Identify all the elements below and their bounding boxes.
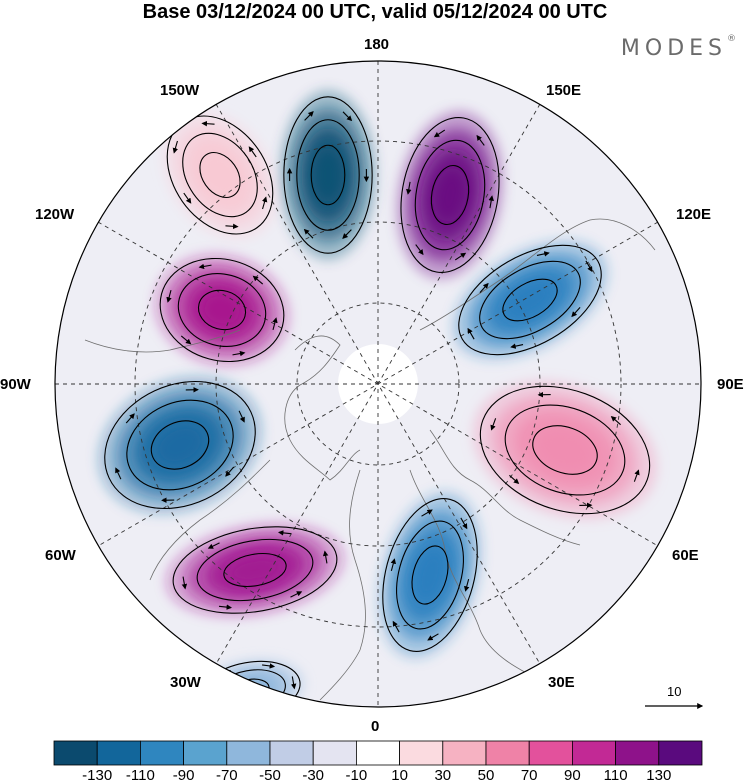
lon-label-0: 0 xyxy=(371,719,379,735)
anomaly-center-negative xyxy=(280,90,376,260)
colorbar-tick-label: 130 xyxy=(646,768,671,783)
lon-label-120w: 120W xyxy=(35,207,74,223)
colorbar-swatch xyxy=(140,741,183,765)
colorbar-swatch xyxy=(443,741,486,765)
wind-arrow xyxy=(270,704,281,710)
colorbar-swatch xyxy=(97,741,140,765)
anomaly-field xyxy=(55,61,701,729)
colorbar xyxy=(54,741,702,765)
wind-arrow xyxy=(219,671,230,677)
wind-arrow xyxy=(226,714,238,716)
reference-vector-label: 10 xyxy=(667,684,681,699)
colorbar-tick-label: -130 xyxy=(82,768,112,783)
colorbar-swatch xyxy=(659,741,702,765)
colorbar-swatch xyxy=(184,741,227,765)
colorbar-swatch xyxy=(616,741,659,765)
colorbar-tick-label: 70 xyxy=(521,768,538,783)
colorbar-tick-label: -90 xyxy=(173,768,195,783)
wind-arrow xyxy=(206,692,208,704)
colorbar-swatch xyxy=(486,741,529,765)
lon-label-150w: 150W xyxy=(160,83,199,99)
colorbar-tick-label: -70 xyxy=(216,768,238,783)
colorbar-swatch xyxy=(529,741,572,765)
colorbar-tick-label: 10 xyxy=(391,768,408,783)
lon-label-30e: 30E xyxy=(548,675,575,691)
colorbar-swatch xyxy=(270,741,313,765)
colorbar-swatch xyxy=(356,741,399,765)
colorbar-tick-label: 90 xyxy=(564,768,581,783)
lon-label-90e: 90E xyxy=(717,377,744,393)
lon-label-60w: 60W xyxy=(45,548,76,564)
colorbar-tick-label: -50 xyxy=(259,768,281,783)
colorbar-swatch xyxy=(313,741,356,765)
colorbar-swatch xyxy=(54,741,97,765)
colorbar-tick-label: 50 xyxy=(478,768,495,783)
colorbar-swatch xyxy=(572,741,615,765)
colorbar-tick-label: -30 xyxy=(302,768,324,783)
lon-label-120e: 120E xyxy=(676,207,711,223)
colorbar-tick-label: -10 xyxy=(346,768,368,783)
colorbar-swatch xyxy=(227,741,270,765)
colorbar-tick-label: 30 xyxy=(434,768,451,783)
lon-label-150e: 150E xyxy=(546,83,581,99)
lon-label-180: 180 xyxy=(364,37,389,53)
lon-label-30w: 30W xyxy=(170,675,201,691)
lon-label-90w: 90W xyxy=(0,377,31,393)
colorbar-swatch xyxy=(400,741,443,765)
lon-label-60e: 60E xyxy=(672,548,699,564)
colorbar-tick-label: -110 xyxy=(126,768,155,783)
colorbar-tick-label: 110 xyxy=(604,768,628,783)
